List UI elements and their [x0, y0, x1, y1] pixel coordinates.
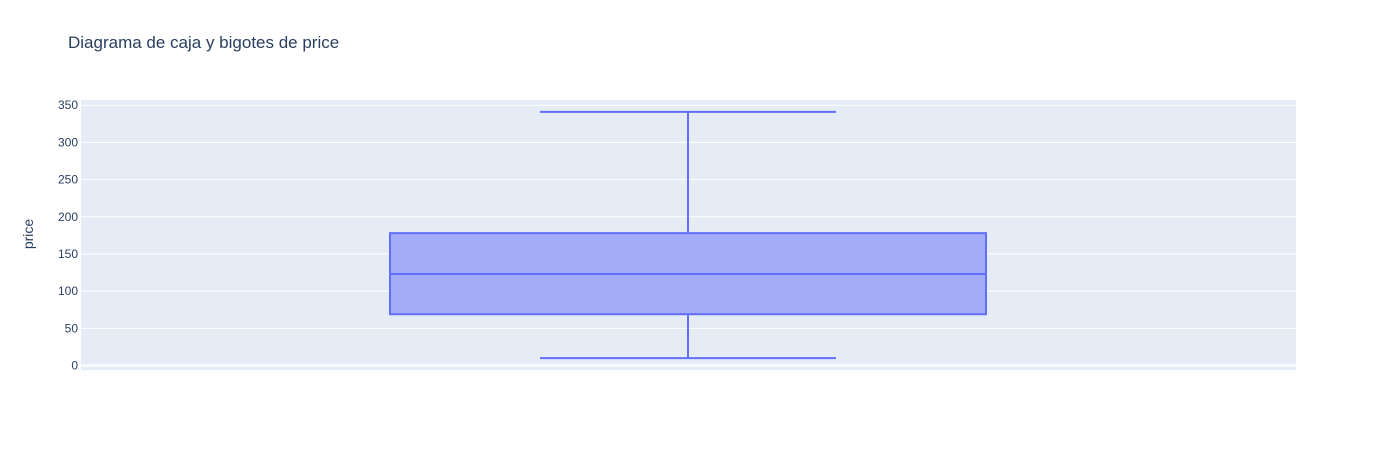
chart-title: Diagrama de caja y bigotes de price	[68, 33, 340, 52]
y-tick-label: 200	[58, 210, 78, 224]
y-tick-label: 250	[58, 173, 78, 187]
y-axis-ticks: 0 50 100 150 200 250 300 350	[58, 98, 78, 372]
y-tick-label: 100	[58, 284, 78, 298]
y-tick-label: 0	[71, 359, 78, 373]
y-tick-label: 50	[65, 321, 79, 335]
y-tick-label: 350	[58, 98, 78, 112]
box-0[interactable]	[389, 110, 987, 360]
box-series[interactable]	[389, 110, 987, 360]
y-tick-label: 150	[58, 247, 78, 261]
y-tick-label: 300	[58, 135, 78, 149]
